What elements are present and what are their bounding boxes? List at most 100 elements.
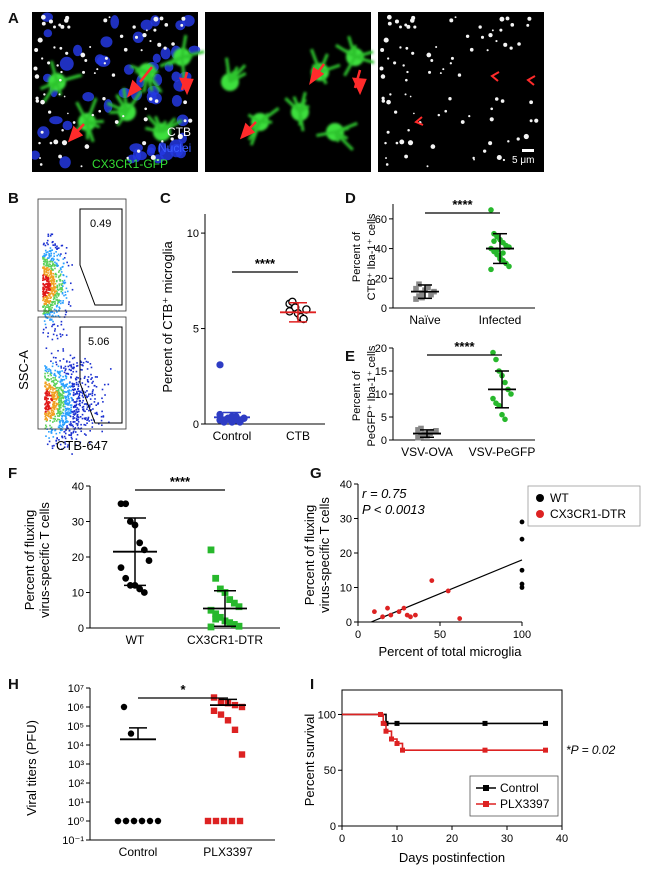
flow-event (86, 406, 89, 408)
flow-event (45, 383, 48, 386)
ctb-spot (149, 39, 152, 43)
flow-event (62, 397, 65, 400)
flow-event (52, 414, 54, 417)
flow-event (73, 417, 76, 419)
flow-event (46, 389, 48, 392)
data-point (490, 395, 496, 402)
flow-event (45, 295, 47, 297)
flow-event (45, 310, 47, 313)
cell-process (159, 55, 183, 68)
flow-event (46, 257, 49, 259)
flow-event (49, 311, 52, 314)
flow-event (56, 391, 59, 394)
survival-curve (342, 713, 546, 751)
flow-event (85, 403, 87, 405)
flow-event (101, 388, 104, 391)
ctb-spot (409, 95, 412, 98)
flow-event (60, 429, 62, 432)
flow-event (101, 424, 103, 427)
flow-event (62, 262, 65, 265)
flow-event (43, 284, 46, 287)
ctb-spot (413, 25, 417, 29)
y-tick-label: 10⁷ (68, 683, 84, 695)
flow-event (104, 394, 106, 396)
flow-event (57, 410, 59, 413)
significance-label: **** (170, 474, 191, 489)
flow-event (46, 418, 49, 421)
flow-event (59, 410, 62, 413)
flow-event (49, 295, 51, 297)
cell-process (86, 120, 101, 129)
nucleus (110, 15, 120, 29)
ctb-spot (468, 115, 471, 118)
flow-event (81, 417, 84, 420)
flow-event (48, 289, 51, 291)
flow-event (54, 272, 57, 275)
flow-event (45, 251, 48, 254)
data-point (146, 817, 154, 825)
ctb-spot (442, 68, 445, 71)
flow-event (49, 271, 52, 274)
flow-event (51, 397, 54, 399)
data-point (230, 621, 238, 628)
y-tick-label: 0 (330, 821, 336, 833)
flow-event (88, 441, 91, 444)
flow-event (42, 279, 44, 282)
flow-event (47, 278, 50, 280)
flow-event (59, 333, 62, 335)
flow-event (56, 415, 59, 417)
flow-event (49, 306, 51, 308)
data-point (413, 612, 418, 618)
flow-event (52, 380, 54, 382)
flow-event (81, 391, 83, 394)
y-tick-label: 40 (340, 479, 352, 491)
flow-event (67, 427, 69, 430)
flow-event (53, 408, 56, 411)
flow-event (61, 389, 64, 392)
ctb-spot (142, 141, 147, 146)
flow-event (63, 384, 66, 387)
y-tick-label: 0 (381, 303, 387, 315)
flow-event (64, 405, 66, 408)
flow-event (78, 403, 80, 406)
panel-d-chart: 0 20 40 60 Naïve Infected Percent of CTB⁺ Iba-1… (351, 197, 535, 327)
flow-event (78, 402, 81, 405)
flow-event (58, 391, 61, 394)
flow-event (53, 395, 56, 398)
x-tick-label: 20 (446, 833, 458, 845)
data-point (457, 616, 463, 621)
flow-event (43, 263, 45, 266)
ctb-spot (136, 149, 141, 153)
flow-event (59, 403, 61, 406)
y-tick-label: 30 (340, 514, 352, 526)
ctb-spot (61, 129, 64, 132)
stat-label: r = 0.75 (362, 486, 407, 501)
ctb-spot (428, 70, 432, 74)
flow-event (46, 300, 48, 302)
ctb-spot (526, 23, 530, 27)
flow-event (73, 385, 75, 388)
flow-event (79, 404, 81, 407)
flow-xlabel: CTB-647 (56, 438, 108, 453)
ctb-spot (399, 46, 402, 49)
flow-event (69, 354, 72, 357)
flow-event (44, 427, 47, 430)
flow-event (53, 417, 56, 420)
flow-event (49, 285, 52, 287)
data-point (220, 817, 228, 825)
flow-event (51, 386, 54, 389)
data-point (519, 581, 525, 587)
flow-event (58, 275, 60, 277)
ctb-spot (41, 57, 44, 60)
flow-event (50, 395, 53, 397)
flow-event (49, 263, 51, 266)
flow-event (58, 431, 61, 434)
flow-event (49, 401, 51, 404)
flow-event (52, 293, 55, 295)
flow-event (64, 421, 67, 424)
flow-event (52, 405, 55, 408)
flow-event (49, 318, 51, 320)
flow-event (45, 264, 47, 267)
flow-event (55, 439, 58, 442)
flow-event (62, 350, 65, 352)
